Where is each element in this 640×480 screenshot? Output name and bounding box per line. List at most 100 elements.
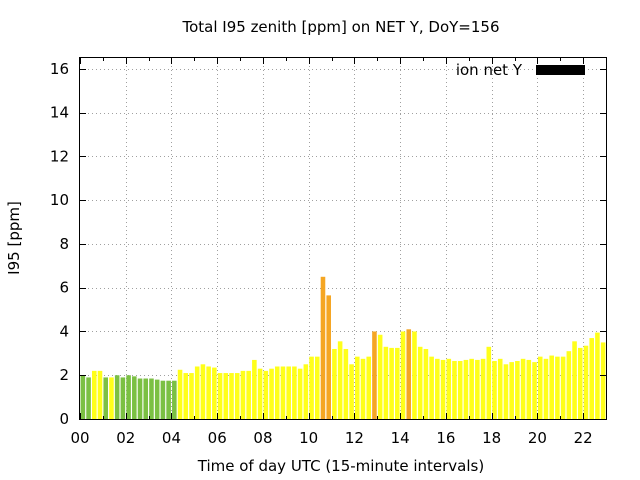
- bar: [526, 359, 532, 419]
- bar: [303, 364, 309, 419]
- bar: [349, 364, 354, 419]
- bar: [595, 332, 600, 419]
- bar: [286, 366, 291, 419]
- x-axis-title: Time of day UTC (15-minute intervals): [197, 457, 484, 475]
- bar: [583, 345, 589, 419]
- y-tick-label: 14: [50, 104, 69, 122]
- x-tick-label: 02: [116, 429, 135, 447]
- x-tick-label: 10: [299, 429, 318, 447]
- bar: [160, 380, 166, 419]
- bar: [274, 366, 280, 419]
- bar: [166, 380, 171, 419]
- bar: [435, 358, 440, 419]
- bar: [149, 378, 154, 419]
- bar: [572, 341, 577, 419]
- bar: [543, 358, 549, 419]
- bar: [395, 347, 400, 419]
- bar: [600, 342, 606, 419]
- y-tick-label: 8: [59, 235, 69, 253]
- bar: [109, 377, 114, 419]
- bar: [252, 359, 257, 419]
- bar: [172, 380, 177, 419]
- bar: [120, 377, 126, 419]
- bar: [217, 373, 223, 419]
- bar: [457, 361, 463, 419]
- legend-label: ion net Y: [456, 61, 523, 79]
- bar: [497, 358, 503, 419]
- bars: [80, 276, 606, 419]
- chart-title: Total I95 zenith [ppm] on NET Y, DoY=156: [181, 18, 499, 36]
- bar: [503, 364, 509, 419]
- bar: [377, 334, 383, 419]
- bar: [343, 348, 349, 419]
- bar: [589, 338, 594, 419]
- bar: [446, 358, 452, 419]
- x-tick-label: 08: [253, 429, 272, 447]
- bar: [577, 347, 583, 419]
- bar: [463, 359, 469, 419]
- bar: [412, 331, 417, 419]
- bar: [206, 366, 211, 419]
- grid: [80, 58, 606, 419]
- bar: [240, 370, 246, 419]
- bar: [200, 364, 206, 419]
- x-tick-label: 00: [70, 429, 89, 447]
- bar: [366, 356, 372, 419]
- y-axis-title: I95 [ppm]: [5, 201, 23, 275]
- bar: [103, 377, 109, 419]
- bar: [246, 370, 251, 419]
- bar: [320, 276, 326, 419]
- bar: [80, 375, 86, 419]
- bar: [132, 376, 137, 419]
- y-tick-label: 16: [50, 60, 69, 78]
- bar: [114, 375, 120, 419]
- bar: [280, 366, 286, 419]
- bar: [383, 346, 389, 419]
- bar: [177, 369, 183, 419]
- bar: [515, 361, 520, 419]
- bar: [326, 295, 331, 419]
- bar: [97, 370, 103, 419]
- bar: [429, 356, 434, 419]
- y-tick-label: 2: [59, 366, 69, 384]
- bar: [520, 358, 526, 419]
- bar: [560, 356, 566, 419]
- bar: [292, 366, 297, 419]
- y-tick-label: 6: [59, 279, 69, 297]
- x-tick-label: 18: [482, 429, 501, 447]
- bar: [532, 362, 537, 419]
- x-tick-label: 20: [528, 429, 547, 447]
- bar: [223, 373, 229, 419]
- bar: [549, 355, 554, 419]
- bar: [332, 348, 337, 419]
- bar: [400, 331, 406, 419]
- bar: [92, 370, 97, 419]
- x-tick-label: 06: [208, 429, 227, 447]
- bar: [194, 366, 200, 419]
- bar: [389, 347, 394, 419]
- x-tick-label: 16: [436, 429, 455, 447]
- bar: [86, 377, 91, 419]
- x-tick-label: 14: [391, 429, 410, 447]
- bar: [355, 356, 360, 419]
- bar: [212, 367, 217, 419]
- bar: [126, 375, 131, 419]
- bar: [406, 329, 412, 419]
- bar: [555, 356, 560, 419]
- bar: [372, 331, 377, 419]
- x-tick-label: 04: [162, 429, 181, 447]
- bar: [229, 373, 234, 419]
- y-tick-label: 10: [50, 191, 69, 209]
- bar: [234, 373, 240, 419]
- bar: [509, 362, 514, 419]
- bar: [469, 358, 474, 419]
- plot-frame: [79, 57, 607, 420]
- bar: [337, 341, 343, 419]
- bar: [440, 359, 446, 419]
- bar: [423, 348, 429, 419]
- x-tick-label: 12: [345, 429, 364, 447]
- bar: [537, 356, 543, 419]
- bar: [263, 370, 269, 419]
